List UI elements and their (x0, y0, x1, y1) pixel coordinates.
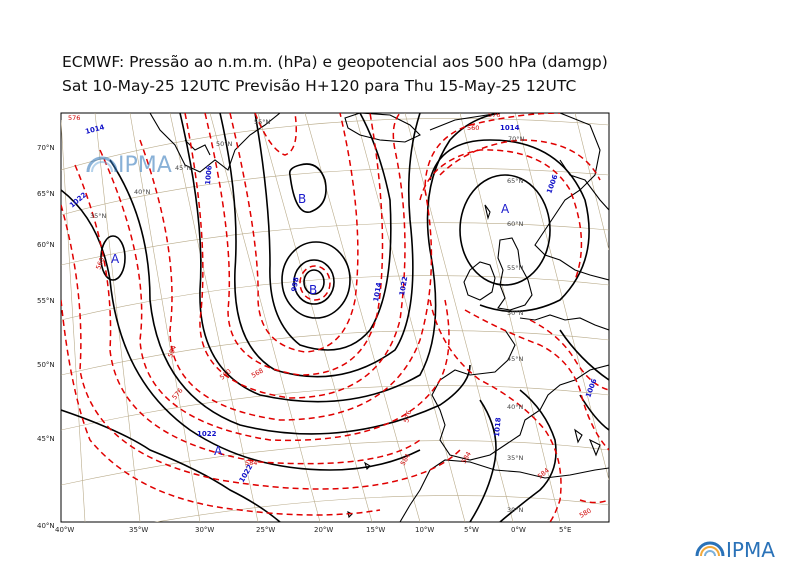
grid-label: 45°N (507, 355, 524, 363)
low-center: B (309, 283, 317, 297)
pressure-label: 1022 (197, 430, 217, 438)
axis-bottom-label: 40°W (55, 526, 74, 534)
pressure-label: 1006 (204, 165, 214, 185)
axis-bottom-label: 25°W (256, 526, 275, 534)
axis-left-labels: 70°N 65°N 60°N 55°N 50°N 45°N 40°N (37, 144, 55, 530)
grid-label: 55°N (254, 118, 271, 126)
isobars (61, 113, 609, 522)
map-title-line2: Sat 10-May-25 12UTC Previsão H+120 para … (62, 77, 577, 95)
map-watermark: IPMA (86, 153, 172, 178)
axis-bottom-label: 0°W (511, 526, 526, 534)
geopotential-label: 584 (166, 344, 178, 358)
axis-left-label: 55°N (37, 297, 55, 305)
low-center: B (298, 192, 306, 206)
pressure-label: 1018 (493, 417, 503, 437)
axis-left-label: 40°N (37, 522, 55, 530)
coastlines (149, 113, 609, 522)
axis-bottom-label: 10°W (415, 526, 434, 534)
pressure-label: 1022 (398, 276, 409, 297)
grid-label: 40°N (134, 188, 151, 196)
grid-label: 40°N (507, 403, 524, 411)
axis-bottom-label: 5°E (559, 526, 571, 534)
grid-label: 50°N (507, 309, 524, 317)
ipma-logo: IPMA (695, 538, 775, 562)
pressure-label: 1014 (372, 282, 383, 303)
axis-bottom-label: 20°W (314, 526, 333, 534)
grid-label: 35°N (507, 454, 524, 462)
grid-labels: 55°N 50°N 45°N 40°N 35°N 70°N 65°N 60°N 55°N 50°N… (90, 118, 525, 514)
axis-bottom-labels: 40°W 35°W 30°W 25°W 20°W 15°W 10°W 5°W 0°W 5°E (55, 526, 571, 534)
graticule (61, 113, 609, 522)
geopotential-label: 560 (94, 256, 106, 270)
axis-left-label: 70°N (37, 144, 55, 152)
pressure-centers: B B A A A (111, 192, 510, 458)
grid-label: 70°N (508, 135, 525, 143)
grid-label: 30°N (507, 506, 524, 514)
grid-label: 60°N (507, 220, 524, 228)
geopotential-label: 584 (245, 459, 257, 467)
pressure-label: 1014 (500, 124, 520, 132)
high-center: A (111, 252, 120, 266)
axis-left-label: 50°N (37, 361, 55, 369)
ipma-logo-text: IPMA (726, 538, 775, 562)
axis-bottom-label: 30°W (195, 526, 214, 534)
axis-bottom-label: 5°W (464, 526, 479, 534)
watermark-text: IPMA (118, 153, 172, 178)
map-title-line1: ECMWF: Pressão ao n.m.m. (hPa) e geopote… (62, 53, 608, 71)
grid-label: 55°N (507, 264, 524, 272)
axis-bottom-label: 15°W (366, 526, 385, 534)
axis-bottom-label: 35°W (129, 526, 148, 534)
geopotential-contours (61, 113, 609, 522)
high-center: A (214, 444, 223, 458)
high-center: A (501, 202, 510, 216)
pressure-label: 998 (290, 276, 300, 292)
geopotential-label: 576 (488, 111, 500, 119)
grid-label: 50°N (216, 140, 233, 148)
axis-left-label: 60°N (37, 241, 55, 249)
grid-label: 35°N (90, 212, 107, 220)
geopotential-label: 576 (402, 409, 413, 423)
geopotential-label: 576 (68, 114, 80, 122)
geopotential-label: 560 (467, 124, 479, 132)
grid-label: 65°N (507, 177, 524, 185)
grid-label: 45°N (175, 164, 192, 172)
axis-left-label: 65°N (37, 190, 55, 198)
axis-left-label: 45°N (37, 435, 55, 443)
